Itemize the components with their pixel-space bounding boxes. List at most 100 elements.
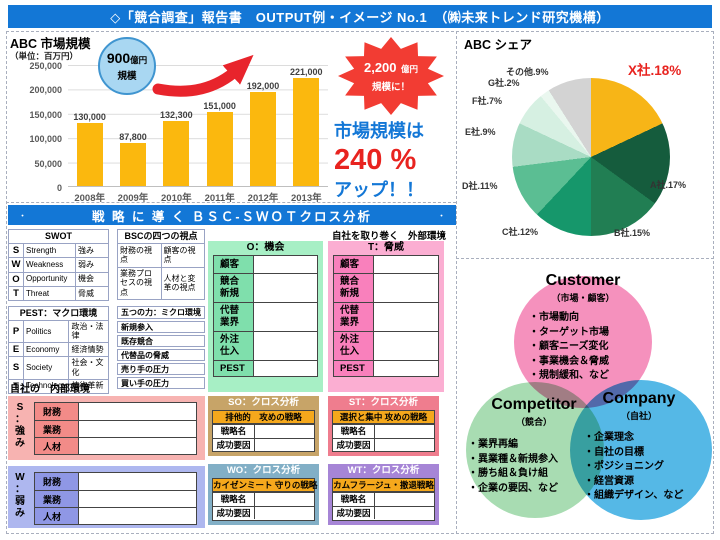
panel-row: 代替 業界 bbox=[214, 302, 317, 331]
bar-chart-x-axis: 2008年 2009年 2010年 2011年 2012年 2013年 bbox=[68, 190, 328, 204]
row-value-cell bbox=[374, 332, 438, 360]
company-circle bbox=[570, 380, 712, 520]
table-row: S Society 社会・文化 bbox=[8, 356, 109, 380]
table-row: T Technology 技術革新 bbox=[8, 378, 109, 394]
row-label: 戦略名 bbox=[213, 425, 255, 438]
cross-box-header: ST：クロス分析 bbox=[348, 397, 419, 408]
cross-box-row: 戦略名 bbox=[333, 492, 434, 506]
market-callout-bubble: 900億円 規模 bbox=[98, 37, 156, 95]
panel-row: 財務 bbox=[35, 473, 196, 490]
five-forces-item: 新規参入 bbox=[117, 320, 205, 333]
threat-panel: T：脅威 顧客 競合 新規 代替 業界 外注 仕入 PEST bbox=[328, 241, 444, 392]
strategy-name-bar: 選択と集中 攻めの戦略 bbox=[333, 411, 434, 424]
cross-box-body: 排他的 攻めの戦略 戦略名 成功要因 bbox=[212, 410, 315, 452]
share-chart-title: ABC シェア bbox=[464, 38, 533, 52]
venn-list-item: ・経営資源 bbox=[584, 475, 634, 487]
row-value-cell bbox=[254, 274, 317, 302]
bar-value-label: 221,000 bbox=[290, 67, 323, 78]
row-term-jp: 社会・文化 bbox=[68, 356, 109, 380]
row-value-cell bbox=[254, 332, 317, 360]
panel-row: 業務 bbox=[35, 490, 196, 507]
row-value-cell bbox=[374, 361, 438, 376]
row-label: 競合 新規 bbox=[214, 274, 254, 302]
cross-box-row: 成功要因 bbox=[333, 505, 434, 519]
row-letter: S bbox=[8, 356, 24, 380]
row-label: 代替 業界 bbox=[214, 303, 254, 331]
y-axis-tick: 100,000 bbox=[29, 134, 62, 145]
table-row: S Strength 強み bbox=[8, 242, 109, 259]
venn-list-item: ・規制緩和、など bbox=[529, 370, 609, 381]
row-value-cell bbox=[79, 491, 196, 507]
row-term-jp: 政治・法律 bbox=[68, 319, 109, 343]
row-label: PEST bbox=[214, 361, 254, 376]
row-value-cell bbox=[79, 473, 196, 490]
bsc-cell: 人材と変革の視点 bbox=[160, 266, 205, 300]
starburst-badge: 2,200 億円 規模に！ bbox=[338, 37, 444, 115]
five-forces-header: 五つの力：ミクロ環境 bbox=[117, 306, 205, 319]
bar-column: 87,800 bbox=[111, 132, 154, 186]
row-value-cell bbox=[79, 421, 196, 437]
row-term: Threat bbox=[23, 285, 76, 302]
panel-table: 財務 業務 人材 bbox=[34, 402, 197, 455]
row-letter: T bbox=[8, 285, 24, 302]
row-term: Opportunity bbox=[23, 271, 76, 287]
row-value-cell bbox=[375, 425, 434, 438]
cross-box-st: ST：クロス分析 選択と集中 攻めの戦略 戦略名 成功要因 bbox=[328, 396, 439, 456]
market-size-chart-panel: ABC 市場規模 （単位：百万円） 250,000 200,000 150,000 1… bbox=[8, 33, 456, 204]
bar bbox=[76, 122, 103, 186]
row-term: Politics bbox=[22, 319, 70, 343]
bar bbox=[163, 121, 190, 186]
bar bbox=[249, 92, 276, 186]
share-pie-chart bbox=[512, 78, 670, 236]
bubble-unit: 億円 bbox=[130, 55, 148, 65]
bar-column: 132,300 bbox=[155, 110, 198, 186]
cross-box-header: SO：クロス分析 bbox=[228, 397, 299, 408]
row-value-cell bbox=[375, 493, 434, 506]
burst-caption: 規模に！ bbox=[371, 82, 410, 93]
growth-line2: 240 % bbox=[334, 144, 417, 176]
row-term: Technology bbox=[22, 378, 70, 394]
bubble-value: 900 bbox=[106, 50, 131, 66]
y-axis-tick: 150,000 bbox=[29, 109, 62, 120]
row-value-cell bbox=[254, 303, 317, 331]
row-value-cell bbox=[79, 403, 196, 420]
left-horizontal-divider bbox=[6, 202, 456, 203]
side-label: S：強み bbox=[15, 402, 25, 449]
venn-list-item: ・企業の要因、など bbox=[468, 482, 558, 494]
y-axis-tick: 200,000 bbox=[29, 85, 62, 96]
cross-box-header: WT：クロス分析 bbox=[347, 465, 420, 476]
bar-column: 192,000 bbox=[241, 81, 284, 186]
weakness-panel: W：弱み財務 業務 人材 bbox=[8, 466, 205, 528]
row-value-cell bbox=[254, 361, 317, 376]
bar-value-label: 132,300 bbox=[160, 110, 193, 121]
competitor-title: Competitor bbox=[491, 396, 577, 413]
customer-title: Customer bbox=[545, 272, 621, 289]
five-forces-table: 五つの力：ミクロ環境 新規参入 既存競合 代替品の脅威 売り手の圧力 買い手の圧力 bbox=[117, 306, 205, 389]
page-title: ◇「競合調査」報告書 OUTPUT例・イメージ No.1 （㈱未来トレンド研究機… bbox=[8, 5, 712, 28]
row-term: Society bbox=[22, 356, 70, 380]
row-value-cell bbox=[374, 274, 438, 302]
burst-value: 2,200 bbox=[363, 60, 397, 75]
strategy-name-bar: カイゼンミート 守りの戦略 bbox=[213, 479, 318, 492]
row-label: 外注 仕入 bbox=[334, 332, 374, 360]
pie-slice-label: F社.7% bbox=[472, 96, 503, 106]
customer-items: ・市場動向 ・ターゲット市場 ・顧客ニーズ変化 ・事業機会＆脅威 ・規制緩和、など bbox=[503, 311, 663, 384]
five-forces-item: 既存競合 bbox=[117, 334, 205, 347]
bar bbox=[119, 143, 146, 186]
bar-column: 151,000 bbox=[198, 101, 241, 186]
table-row: P Politics 政治・法律 bbox=[8, 319, 109, 343]
panel-table: 顧客 競合 新規 代替 業界 外注 仕入 PEST bbox=[213, 255, 318, 377]
row-term-jp: 強み bbox=[75, 242, 109, 259]
company-subtitle: （自社） bbox=[620, 411, 657, 421]
row-label: 成功要因 bbox=[333, 506, 375, 519]
cross-box-row: 戦略名 bbox=[333, 424, 434, 438]
company-title: Company bbox=[602, 390, 676, 407]
row-letter: P bbox=[8, 319, 24, 343]
strategy-name-bar: カムフラージュ・撤退戦略 bbox=[333, 479, 434, 492]
panel-header: T：脅威 bbox=[367, 242, 405, 253]
row-term-jp: 経済情勢 bbox=[68, 341, 109, 358]
cross-box-so: SO：クロス分析排他的 攻めの戦略 戦略名 成功要因 bbox=[208, 396, 319, 456]
x-axis-label: 2009年 bbox=[117, 193, 149, 204]
bar-value-label: 192,000 bbox=[246, 81, 280, 92]
